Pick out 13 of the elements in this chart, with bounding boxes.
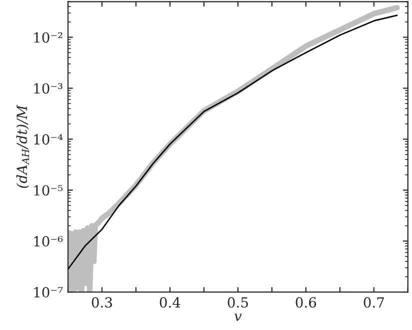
x-tick-label: 0.5 — [228, 297, 248, 308]
x-tick-label: 0.4 — [160, 297, 180, 308]
y-tick-label: 10⁻⁵ — [34, 185, 63, 196]
x-tick-label: 0.7 — [364, 297, 384, 308]
y-tick-label: 10⁻² — [34, 32, 62, 43]
y-axis-title: (dA$_{AH}$/dt)/M — [16, 104, 30, 188]
x-tick-label: 0.3 — [92, 297, 112, 308]
x-axis-title: v — [234, 314, 242, 321]
y-tick-label: 10⁻⁷ — [34, 287, 63, 298]
y-tick-label: 10⁻⁴ — [34, 134, 63, 145]
y-tick-label: 10⁻³ — [34, 83, 62, 94]
x-tick-label: 0.6 — [296, 297, 316, 308]
y-tick-label: 10⁻⁶ — [34, 236, 63, 247]
